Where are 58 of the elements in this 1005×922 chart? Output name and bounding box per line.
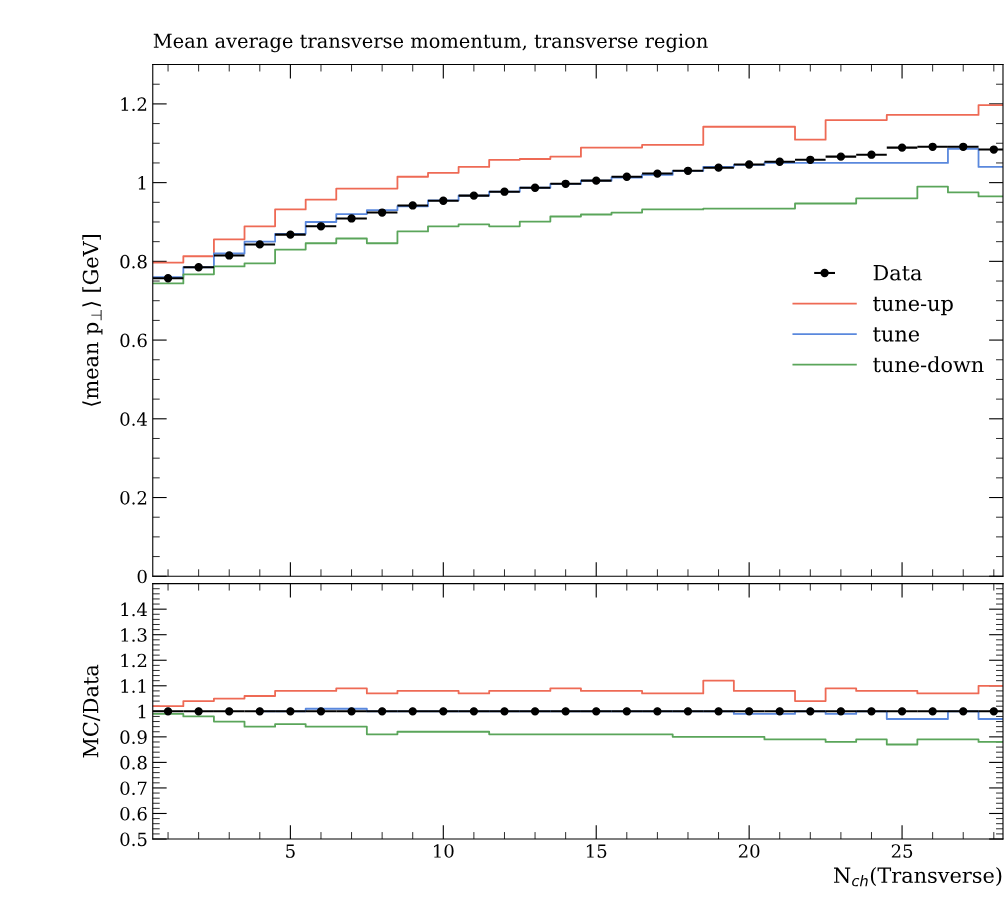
y-tick-label: 0.6 [120, 333, 147, 348]
point [500, 187, 509, 196]
y-tick-label: 0.2 [120, 490, 147, 505]
y-tick-label: 0.4 [120, 412, 147, 426]
y-tick-label: 1.3 [121, 628, 147, 642]
x-axis-title: N$_{ch}$(Transverse) [834, 866, 1002, 887]
point [775, 157, 784, 166]
point [163, 274, 173, 283]
point [653, 169, 662, 178]
point [836, 152, 846, 161]
point [530, 183, 540, 192]
y-tick-label: 0.8 [120, 755, 147, 770]
y-tick-label: 1.2 [121, 97, 147, 112]
point [286, 230, 295, 239]
x-tick-label: 20 [738, 844, 760, 858]
point [592, 176, 601, 185]
chart-title: Mean average transverse momentum, transverse region [153, 33, 708, 53]
point [225, 251, 234, 260]
point [867, 150, 876, 159]
point [439, 196, 448, 205]
y-tick-label: 1.4 [121, 602, 147, 617]
x-tick-label: 5 [286, 844, 295, 858]
legend-label: Data [873, 265, 922, 281]
point [714, 163, 723, 172]
y-tick-label: 0.7 [120, 781, 147, 796]
y-tick-label: 1 [138, 176, 146, 190]
y-axis-title: MC/Data [82, 664, 101, 758]
y-tick-label: 1 [138, 704, 146, 719]
point [806, 155, 815, 164]
y-tick-label: 0.6 [120, 806, 147, 821]
point [347, 214, 356, 223]
point [744, 160, 754, 169]
point [408, 201, 417, 210]
y-tick-label: 0.9 [120, 730, 147, 744]
point [989, 145, 998, 154]
point [897, 143, 907, 152]
point [683, 166, 693, 175]
y-tick-label: 0.8 [120, 254, 147, 269]
y-tick-label: 0 [137, 569, 147, 584]
point [959, 142, 968, 151]
legend-label: tune-up [873, 296, 953, 316]
point [622, 172, 631, 181]
point [255, 240, 264, 249]
y-tick-label: 1.2 [121, 653, 147, 668]
x-tick-label: 15 [586, 844, 607, 858]
point [561, 179, 570, 188]
point [469, 191, 479, 200]
y-tick-label: 0.5 [120, 832, 147, 847]
x-tick-label: 25 [891, 844, 913, 858]
y-axis-title: ⟨mean p$_{⊥}$⟩ [GeV] [82, 234, 103, 406]
point [194, 263, 203, 272]
point [928, 142, 937, 151]
legend-label: tune-down [873, 356, 984, 373]
legend-label: tune [873, 327, 920, 342]
x-tick-label: 10 [434, 844, 454, 858]
point [377, 208, 387, 217]
point [316, 222, 326, 231]
y-tick-label: 1.1 [121, 679, 146, 693]
